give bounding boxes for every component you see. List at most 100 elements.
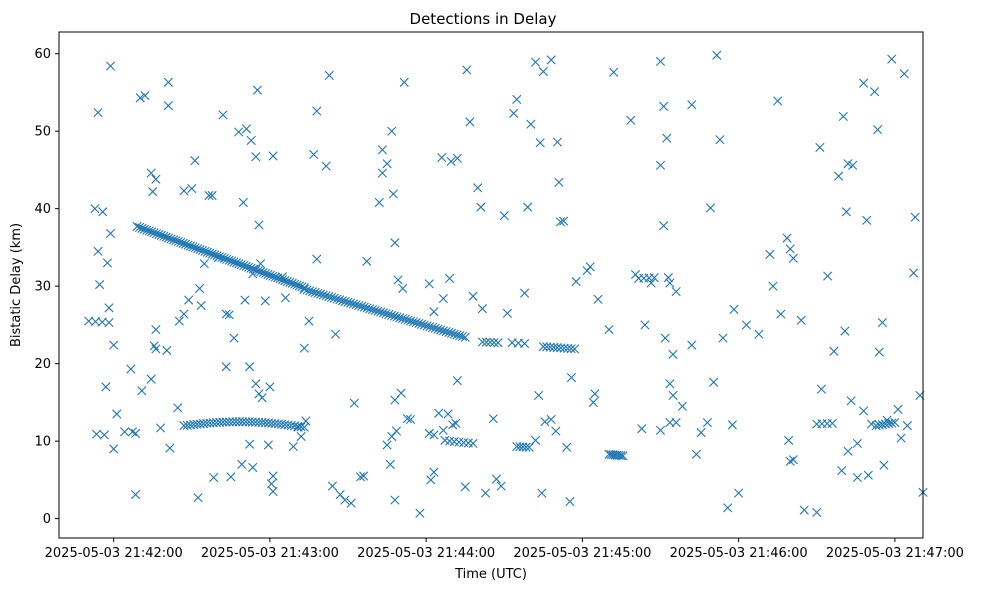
data-point	[554, 177, 564, 187]
data-point	[414, 318, 424, 329]
data-point	[460, 482, 470, 492]
y-tick-label: 30	[34, 280, 51, 295]
data-point	[422, 321, 432, 331]
data-point	[452, 330, 462, 340]
axes: 2025-05-03 21:42:00 2025-05-03 21:43:00 20…	[34, 47, 963, 561]
data-point	[520, 288, 530, 298]
data-point	[260, 296, 270, 306]
data-point	[151, 324, 161, 335]
data-point	[218, 110, 228, 120]
data-point	[207, 249, 217, 259]
data-point	[502, 308, 512, 318]
data-point	[457, 331, 468, 342]
data-point	[149, 341, 159, 351]
data-point	[195, 283, 205, 294]
data-point	[540, 417, 550, 427]
x-tick-label: 2025-05-03 21:47:00	[826, 546, 964, 561]
data-point	[840, 326, 850, 336]
data-point	[782, 233, 792, 243]
data-point	[102, 258, 113, 268]
data-point	[309, 149, 319, 160]
data-point	[491, 474, 502, 484]
data-point	[890, 417, 900, 428]
data-point	[626, 115, 636, 125]
data-point	[151, 229, 162, 239]
data-point	[190, 156, 200, 166]
data-point	[546, 55, 556, 65]
data-point	[773, 96, 783, 106]
data-point	[709, 377, 719, 387]
data-point	[425, 322, 435, 332]
data-point	[99, 430, 109, 440]
data-point	[566, 344, 576, 354]
data-point	[785, 456, 795, 466]
data-point	[729, 304, 739, 314]
data-point	[348, 299, 358, 309]
data-point	[837, 465, 847, 476]
data-point	[659, 221, 669, 231]
data-point	[430, 323, 440, 333]
data-point	[195, 244, 205, 255]
data-point	[285, 277, 295, 287]
data-point	[663, 273, 673, 283]
data-point	[874, 347, 884, 357]
data-point	[359, 302, 369, 312]
data-point	[384, 309, 394, 320]
data-point	[165, 443, 175, 453]
data-point	[91, 429, 102, 439]
data-point	[705, 203, 716, 213]
data-point	[451, 418, 461, 428]
data-point	[137, 386, 147, 396]
data-point	[524, 442, 534, 452]
data-point	[156, 230, 166, 240]
data-point	[137, 223, 147, 233]
data-point	[390, 238, 400, 248]
data-point	[399, 77, 409, 87]
data-point	[555, 217, 566, 227]
data-point	[112, 409, 122, 419]
data-point	[146, 374, 156, 384]
data-point	[512, 94, 522, 105]
data-point	[712, 50, 722, 60]
data-point	[521, 442, 531, 452]
data-point	[251, 152, 261, 162]
data-point	[823, 271, 833, 281]
data-point	[109, 340, 119, 350]
data-point	[231, 258, 242, 268]
data-point	[869, 87, 880, 97]
data-point	[163, 77, 173, 87]
data-point	[351, 300, 361, 310]
data-point	[224, 255, 234, 265]
data-point	[200, 246, 210, 256]
data-point	[534, 390, 544, 401]
data-point	[416, 319, 427, 329]
data-point	[174, 316, 184, 326]
data-point	[236, 260, 246, 270]
data-point	[754, 329, 764, 339]
data-point	[240, 295, 250, 305]
data-point	[159, 231, 169, 241]
data-point	[268, 471, 278, 481]
data-point	[120, 427, 130, 437]
data-point	[302, 285, 312, 295]
data-point	[332, 294, 342, 304]
data-point	[130, 428, 141, 438]
data-point	[438, 425, 448, 435]
data-point	[386, 310, 397, 320]
data-point	[376, 307, 386, 317]
y-axis-label: Bistatic Delay (km)	[9, 223, 24, 347]
chart-title: Detections in Delay	[410, 10, 557, 28]
data-point	[255, 259, 266, 269]
data-point	[248, 264, 259, 274]
data-point	[702, 417, 712, 428]
data-point	[277, 275, 288, 285]
data-point	[217, 252, 227, 263]
data-point	[852, 438, 862, 449]
data-point	[556, 343, 566, 353]
data-point	[316, 289, 326, 299]
data-point	[552, 137, 562, 147]
data-point	[465, 117, 475, 127]
data-point	[879, 460, 889, 470]
data-point	[144, 226, 154, 236]
data-point	[655, 425, 666, 435]
